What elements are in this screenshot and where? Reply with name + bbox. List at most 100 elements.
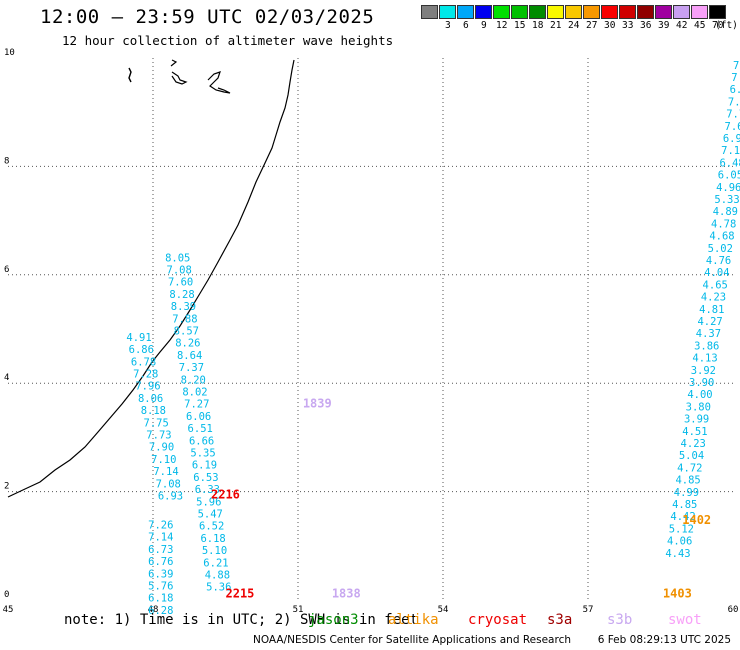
x-tick-label: 54 <box>438 605 449 615</box>
data-value-label: 4.72 <box>677 462 702 474</box>
data-value-label: 6.21 <box>203 557 228 569</box>
color-legend: 3 6 9 12 15 18 21 24 27 30 33 36 39 42 45 70 (ft) <box>421 5 738 33</box>
y-tick-label: 4 <box>4 373 9 383</box>
chart-subtitle: 12 hour collection of altimeter wave hei… <box>62 33 394 48</box>
data-value-label: 8.64 <box>177 350 202 362</box>
legend-swatch <box>673 5 690 19</box>
data-value-label: 4.85 <box>675 475 700 487</box>
data-value-label: 6.73 <box>148 544 173 556</box>
data-value-label: 6.86 <box>129 344 154 356</box>
data-value-label: 7.96 <box>135 381 160 393</box>
data-value-label: 6.93 <box>158 491 183 503</box>
data-value-label: 7.7 <box>726 109 740 121</box>
data-value-label: 6.39 <box>148 568 173 580</box>
data-value-label: 7.73 <box>146 430 171 442</box>
note-row: note: 1) Time is in UTC; 2) SWH is in fe… <box>0 612 740 630</box>
satellite-legend-jason3: jason3 <box>308 612 359 628</box>
data-value-label: 7 <box>733 60 739 72</box>
legend-swatch <box>601 5 618 19</box>
data-value-label: 6.97 <box>723 133 740 145</box>
legend-swatch <box>421 5 438 19</box>
legend-label: 42 <box>676 20 688 31</box>
legend-label: 70 <box>712 20 724 31</box>
pass-time-annotation: 1839 <box>303 397 332 411</box>
data-value-label: 6.52 <box>199 521 224 533</box>
data-value-label: 6.9 <box>730 84 740 96</box>
legend-labels: 3 6 9 12 15 18 21 24 27 30 33 36 39 42 45 70 (ft) <box>421 19 738 33</box>
satellite-legend-s3a: s3a <box>547 612 573 628</box>
island-outline <box>170 59 188 85</box>
data-value-label: 7.28 <box>133 369 158 381</box>
data-value-label: 4.13 <box>692 353 717 365</box>
y-tick-label: 2 <box>4 482 9 492</box>
data-value-label: 4.27 <box>697 316 722 328</box>
x-tick-label: 48 <box>148 605 159 615</box>
data-value-label: 6.05 <box>718 170 740 182</box>
data-value-label: 7.14 <box>148 532 173 544</box>
data-value-label: 4.51 <box>682 426 707 438</box>
data-value-label: 7.90 <box>149 442 174 454</box>
data-value-label: 6.48 <box>719 157 740 169</box>
legend-label: 24 <box>568 20 580 31</box>
data-value-label: 4.89 <box>713 206 738 218</box>
footer-timestamp: 6 Feb 08:29:13 UTC 2025 <box>597 634 732 646</box>
data-value-label: 7.08 <box>167 264 192 276</box>
data-value-label: 4.85 <box>672 499 697 511</box>
pass-time-annotation: 2215 <box>226 586 255 600</box>
data-value-label: 6.33 <box>195 484 220 496</box>
data-value-label: 6.18 <box>200 533 225 545</box>
satellite-legend-altika: altika <box>388 612 439 628</box>
legend-label: 45 <box>694 20 706 31</box>
data-value-label: 7.10 <box>151 454 176 466</box>
legend-swatch <box>493 5 510 19</box>
data-value-label: 5.96 <box>196 496 221 508</box>
pass-time-annotation: 2216 <box>211 488 240 502</box>
data-value-label: 5.12 <box>669 523 694 535</box>
data-value-label: 5.36 <box>206 582 231 594</box>
data-value-label: 6.76 <box>148 556 173 568</box>
data-value-label: 4.23 <box>681 438 706 450</box>
data-value-label: 3.90 <box>689 377 714 389</box>
data-value-label: 8.28 <box>169 289 194 301</box>
legend-label: 33 <box>622 20 634 31</box>
data-value-label: 4.81 <box>699 304 724 316</box>
legend-unit: (ft) <box>715 20 738 31</box>
data-value-label: 6.28 <box>148 605 173 617</box>
data-value-label: 4.96 <box>716 182 740 194</box>
legend-label: 12 <box>496 20 508 31</box>
data-value-label: 8.02 <box>182 386 207 398</box>
data-value-label: 5.02 <box>708 243 733 255</box>
legend-swatch <box>655 5 672 19</box>
legend-label: 15 <box>514 20 526 31</box>
data-value-label: 5.10 <box>202 545 227 557</box>
data-value-label: 5.33 <box>714 194 739 206</box>
data-value-label: 6.78 <box>131 356 156 368</box>
legend-swatch <box>565 5 582 19</box>
coastline <box>7 59 295 498</box>
legend-label: 36 <box>640 20 652 31</box>
data-value-label: 7.19 <box>721 145 740 157</box>
note-text: note: 1) Time is in UTC; 2) SWH is in fe… <box>64 612 419 628</box>
legend-swatch <box>691 5 708 19</box>
data-value-label: 7.26 <box>148 519 173 531</box>
legend-label: 3 <box>445 20 451 31</box>
satellite-legend-cryosat: cryosat <box>468 612 528 628</box>
data-value-label: 7.27 <box>184 399 209 411</box>
x-tick-label: 60 <box>728 605 739 615</box>
data-value-label: 8.06 <box>138 393 163 405</box>
data-value-label: 4.76 <box>706 255 731 267</box>
y-tick-label: 6 <box>4 265 9 275</box>
data-value-label: 6.19 <box>192 460 217 472</box>
data-value-label: 4.99 <box>674 487 699 499</box>
legend-swatch <box>439 5 456 19</box>
data-value-label: 8.05 <box>165 252 190 264</box>
data-value-label: 4.04 <box>704 267 729 279</box>
data-value-label: 4.37 <box>696 328 721 340</box>
data-value-label: 3.92 <box>691 365 716 377</box>
data-value-label: 7.60 <box>168 277 193 289</box>
data-value-label: 8.20 <box>181 374 206 386</box>
y-tick-label: 10 <box>4 48 15 58</box>
legend-label: 9 <box>481 20 487 31</box>
legend-label: 30 <box>604 20 616 31</box>
